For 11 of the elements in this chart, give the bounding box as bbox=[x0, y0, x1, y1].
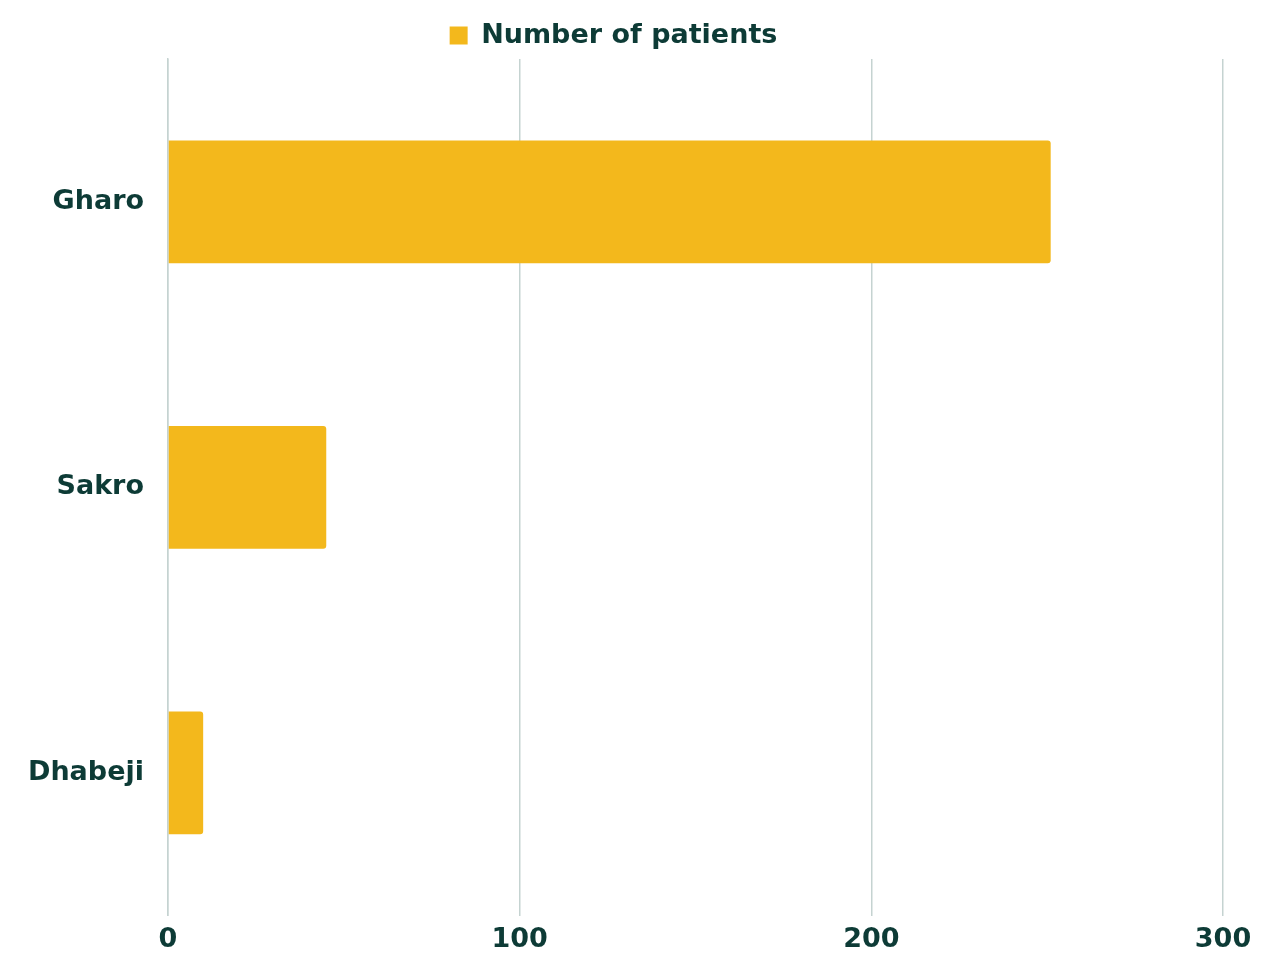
bar bbox=[168, 140, 1051, 264]
x-tick-label: 0 bbox=[158, 921, 178, 953]
legend-label: Number of patients bbox=[481, 17, 778, 49]
y-tick-label: Gharo bbox=[52, 183, 144, 215]
bar bbox=[168, 425, 327, 549]
x-tick-label: 200 bbox=[843, 921, 900, 953]
bar bbox=[168, 711, 204, 835]
y-tick-label: Dhabeji bbox=[27, 754, 144, 786]
x-tick-label: 300 bbox=[1194, 921, 1252, 953]
x-tick-label: 100 bbox=[491, 921, 548, 953]
y-tick-label: Sakro bbox=[56, 469, 144, 501]
